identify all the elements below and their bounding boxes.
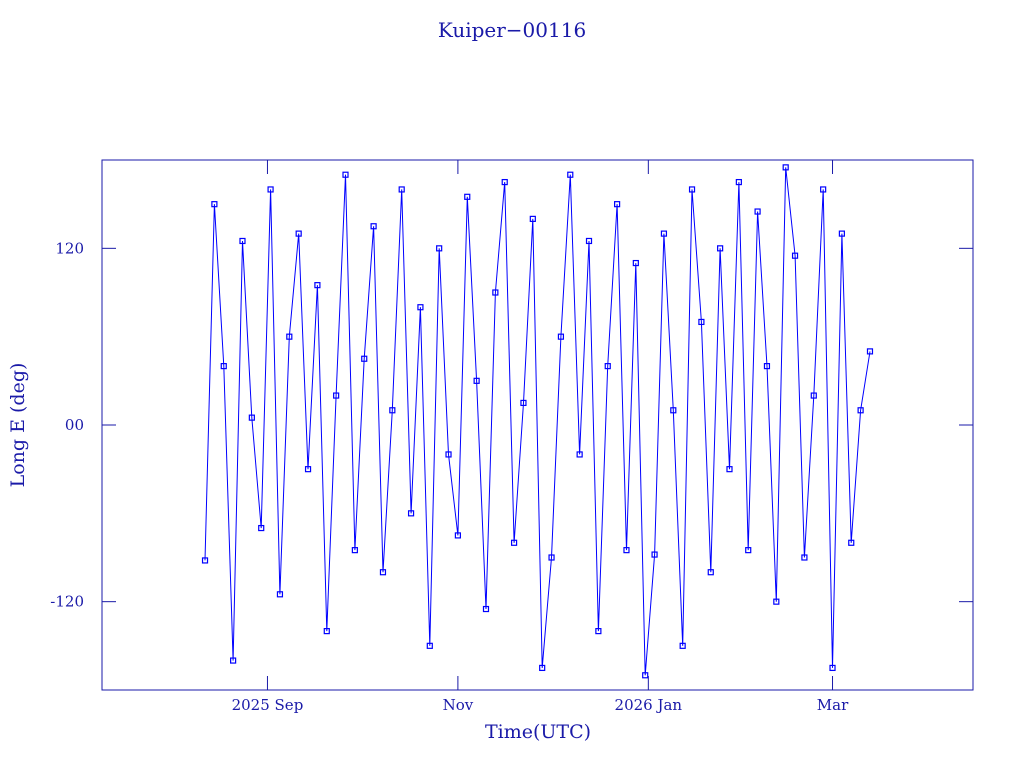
- point-marker: [501, 178, 508, 186]
- point-marker: [679, 642, 686, 649]
- point-marker: [848, 539, 855, 546]
- point-marker: [304, 466, 312, 473]
- x-tick-label: Nov: [443, 696, 474, 714]
- point-marker: [763, 363, 771, 370]
- y-tick-label: 00: [65, 416, 84, 434]
- point-marker: [323, 628, 330, 635]
- point-marker: [276, 591, 284, 598]
- point-marker: [660, 230, 668, 237]
- point-marker: [838, 230, 845, 237]
- point-marker: [585, 237, 593, 245]
- point-marker: [576, 451, 583, 458]
- point-marker: [773, 598, 780, 605]
- point-marker: [791, 252, 799, 259]
- point-marker: [595, 628, 602, 635]
- point-marker: [857, 407, 864, 414]
- chart-title: Kuiper−00116: [438, 18, 586, 42]
- point-marker: [745, 547, 752, 554]
- point-marker: [426, 642, 433, 649]
- point-marker: [239, 237, 246, 245]
- point-marker: [389, 407, 396, 414]
- point-marker: [820, 186, 827, 193]
- point-marker: [707, 569, 714, 576]
- y-axis-title: Long E (deg): [7, 363, 29, 488]
- point-marker: [698, 318, 705, 326]
- point-marker: [614, 201, 621, 208]
- point-marker: [314, 282, 321, 289]
- point-marker: [866, 348, 874, 355]
- point-marker: [801, 554, 808, 561]
- point-marker: [717, 245, 724, 252]
- point-marker: [248, 414, 255, 421]
- point-marker: [632, 259, 639, 267]
- x-tick-label: Mar: [817, 696, 849, 714]
- point-marker: [567, 171, 574, 178]
- x-axis-title: Time(UTC): [485, 721, 591, 743]
- point-marker: [361, 355, 368, 362]
- point-marker: [557, 333, 565, 340]
- plot-area: [201, 164, 874, 679]
- point-marker: [351, 547, 358, 554]
- point-marker: [473, 377, 480, 384]
- point-marker: [436, 245, 443, 252]
- point-marker: [829, 664, 836, 672]
- x-tick-label: 2026 Jan: [615, 696, 683, 714]
- point-marker: [670, 407, 677, 414]
- point-marker: [258, 524, 265, 532]
- point-marker: [379, 569, 387, 576]
- point-marker: [782, 164, 789, 171]
- point-marker: [688, 186, 696, 193]
- point-marker: [464, 193, 471, 200]
- x-tick-label: 2025 Sep: [232, 696, 304, 714]
- point-marker: [604, 363, 611, 370]
- point-marker: [417, 304, 424, 311]
- point-marker: [370, 223, 377, 230]
- point-marker: [548, 554, 555, 561]
- point-marker: [735, 178, 742, 186]
- point-marker: [230, 657, 237, 664]
- point-marker: [454, 532, 461, 539]
- point-marker: [520, 399, 527, 407]
- point-marker: [333, 392, 340, 399]
- point-marker: [267, 186, 274, 193]
- y-tick-label: 120: [55, 239, 84, 257]
- point-marker: [810, 392, 817, 399]
- point-marker: [342, 171, 349, 178]
- point-marker: [529, 215, 536, 222]
- point-marker: [211, 201, 218, 208]
- point-marker: [492, 289, 499, 296]
- point-marker: [407, 510, 415, 517]
- point-marker: [651, 551, 658, 558]
- point-marker: [445, 451, 452, 458]
- point-marker: [482, 605, 490, 613]
- series-line: [204, 167, 871, 676]
- point-marker: [642, 672, 649, 679]
- point-marker: [295, 230, 302, 237]
- point-marker: [623, 547, 630, 554]
- point-marker: [726, 466, 733, 473]
- point-marker: [539, 664, 546, 672]
- point-marker: [220, 363, 227, 370]
- y-tick-label: -120: [50, 593, 84, 611]
- point-marker: [398, 186, 405, 193]
- point-marker: [510, 539, 518, 546]
- point-marker: [754, 208, 761, 215]
- point-marker: [201, 557, 209, 564]
- point-marker: [286, 333, 293, 340]
